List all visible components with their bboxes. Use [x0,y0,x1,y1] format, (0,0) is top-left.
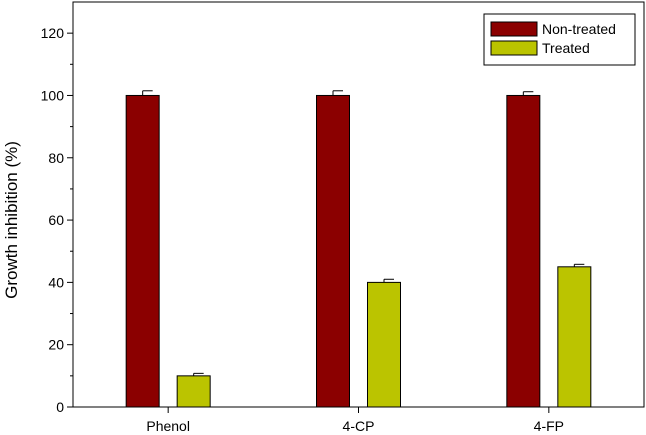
legend-label: Non-treated [542,21,616,37]
bar [367,281,401,408]
legend-label: Treated [542,40,590,56]
y-tick-label: 40 [48,274,64,290]
y-tick-label: 120 [41,25,65,41]
bars [125,90,592,408]
y-tick-label: 100 [41,87,65,103]
legend-swatch [490,40,538,56]
y-tick-label: 80 [48,150,64,166]
y-tick-label: 0 [56,399,64,415]
x-tick-label: Phenol [146,418,190,434]
x-tick-label: 4-CP [343,418,375,434]
x-tick-label: 4-FP [534,418,564,434]
x-axis: Phenol 4-CP 4-FP [146,407,564,434]
y-tick-label: 60 [48,212,64,228]
bar [316,94,350,408]
bar [125,94,160,408]
y-tick-label: 20 [48,337,64,353]
legend-swatch [490,21,538,37]
bar [557,266,592,408]
bar [176,375,211,408]
y-axis: 0 20 40 60 80 100 120 [41,25,73,415]
bar [506,94,541,408]
y-axis-label: Growth inhibition (%) [2,141,21,299]
legend: Non-treated Treated [483,13,636,66]
